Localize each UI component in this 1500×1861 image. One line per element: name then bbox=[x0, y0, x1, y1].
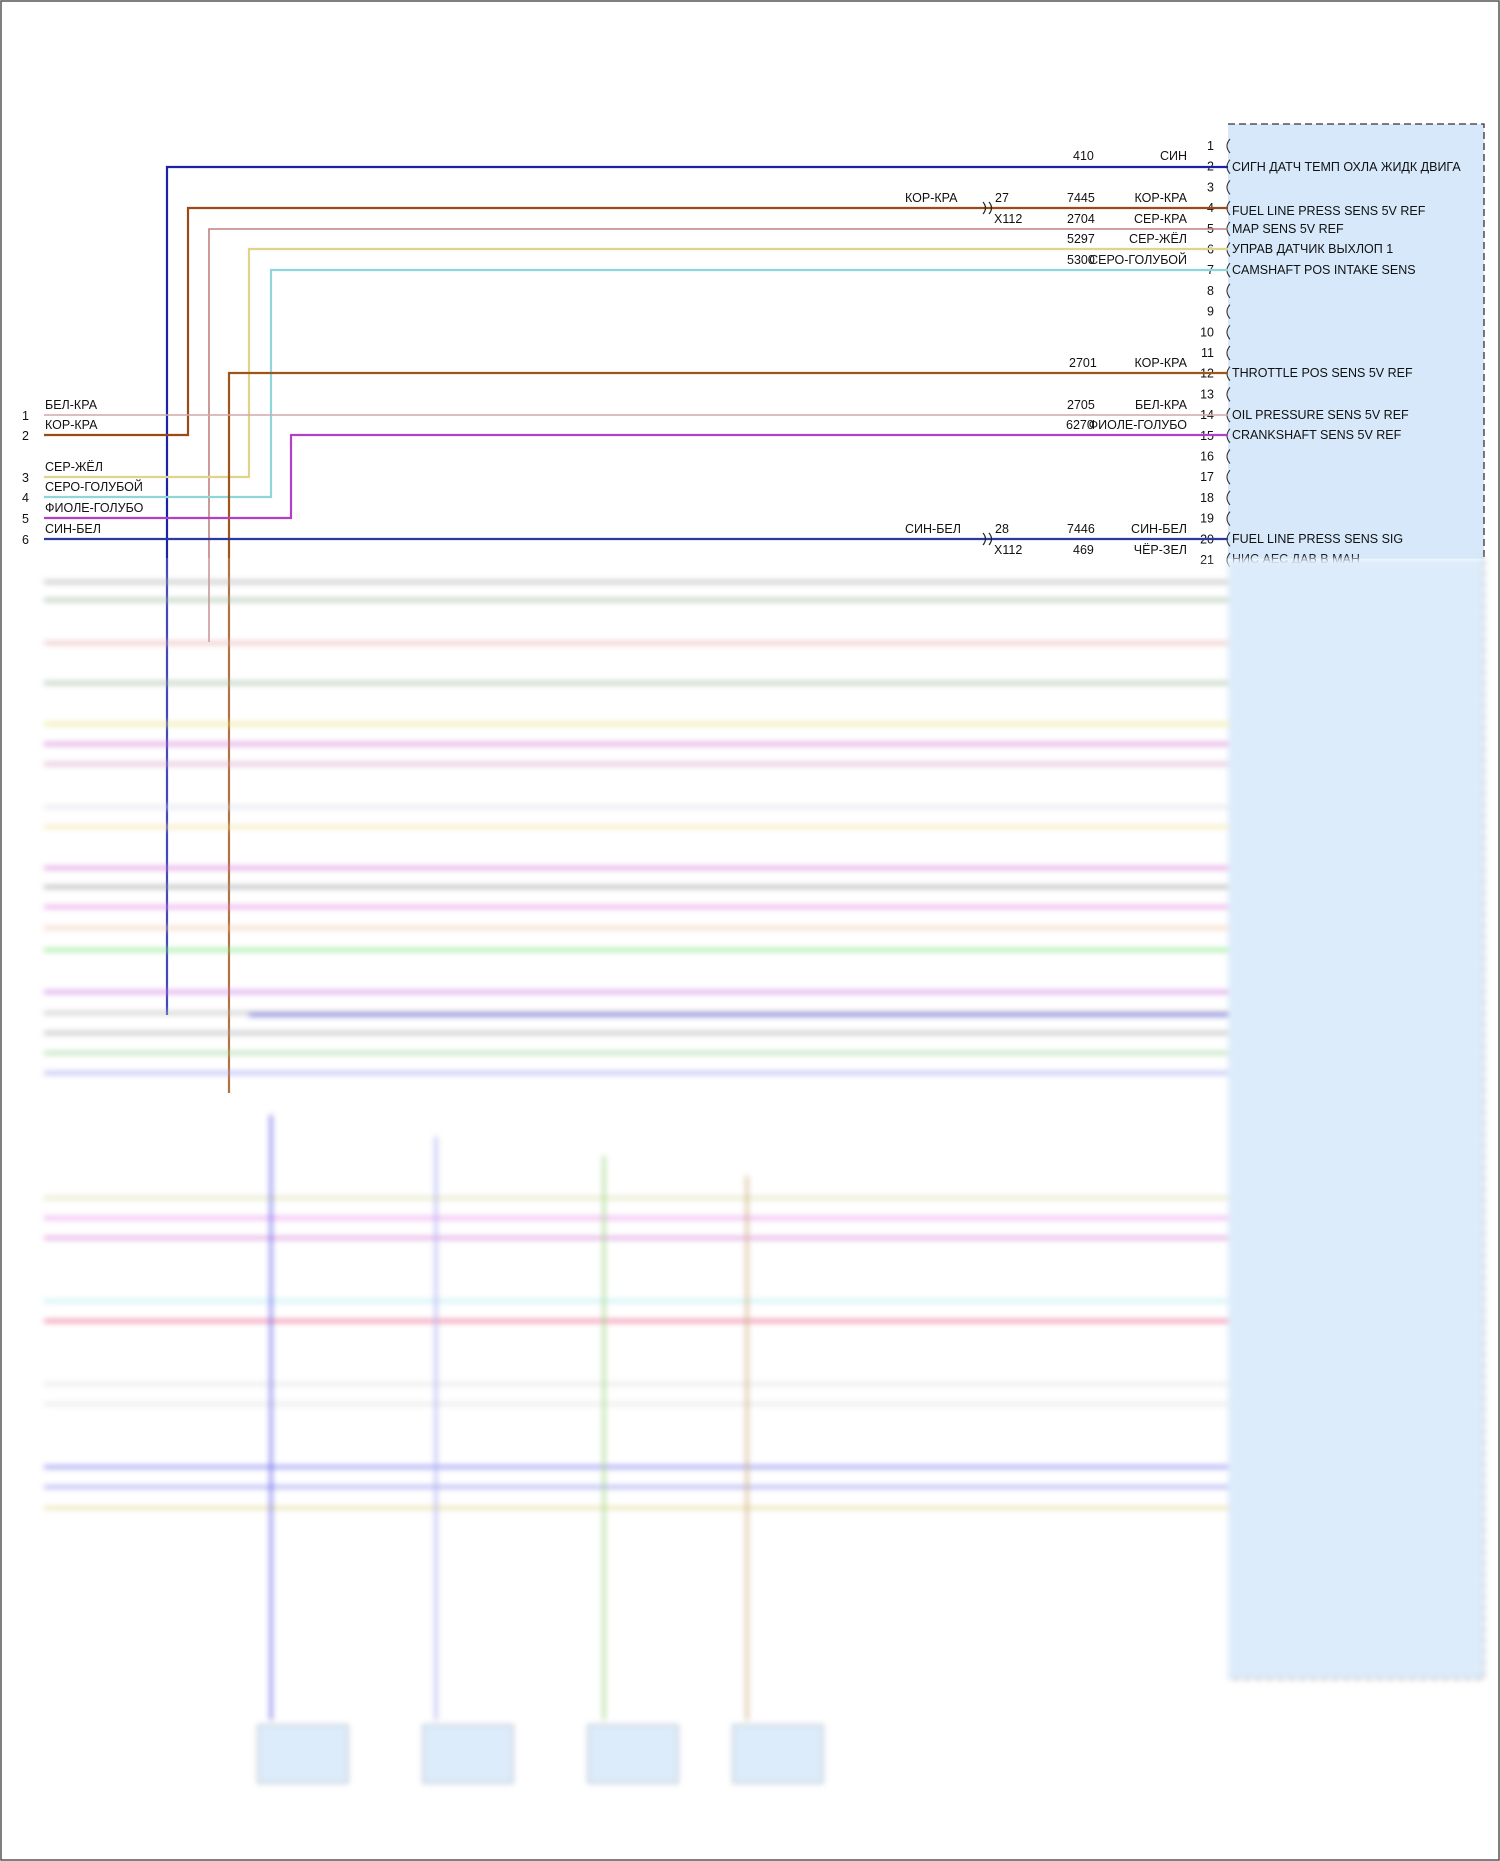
terminal-number: 5 bbox=[22, 512, 29, 526]
circuit-number: 2704 bbox=[1067, 212, 1095, 226]
wire-color: СЕРО-ГОЛУБОЙ bbox=[1089, 252, 1187, 267]
terminal-label: СЕР-ЖЁЛ bbox=[45, 460, 103, 474]
terminal-label: СИН-БЕЛ bbox=[45, 522, 101, 536]
inline-connector-label: X112 bbox=[994, 212, 1022, 226]
pin-number: 17 bbox=[1200, 470, 1214, 484]
circuit-number: 7446 bbox=[1067, 522, 1095, 536]
circuit-number: 6270 bbox=[1066, 418, 1094, 432]
terminal-label: СЕРО-ГОЛУБОЙ bbox=[45, 479, 143, 494]
pin-tick bbox=[1226, 469, 1231, 485]
circuit-number: 2705 bbox=[1067, 398, 1095, 412]
sensor-connector-box bbox=[587, 1724, 679, 1784]
wire-pin-4 bbox=[44, 206, 1228, 437]
module-box-border bbox=[1228, 123, 1485, 559]
blurred-wires bbox=[44, 580, 1228, 1720]
terminal-number: 1 bbox=[22, 409, 29, 423]
pin-number: 10 bbox=[1200, 325, 1214, 339]
module-box-lower bbox=[1228, 559, 1484, 1679]
wire-color: СЕР-ЖЁЛ bbox=[1129, 232, 1187, 246]
wire-color: СИН bbox=[1160, 149, 1187, 163]
pin-number: 1 bbox=[1207, 139, 1214, 153]
wire-color: ЧЁР-ЗЕЛ bbox=[1134, 543, 1187, 557]
wire-pin-5 bbox=[208, 228, 1228, 642]
fade-veil bbox=[2, 558, 1498, 1858]
wire-pin-12 bbox=[227, 371, 1228, 1093]
terminal-label: БЕЛ-КРА bbox=[45, 398, 98, 412]
sensor-connector-box bbox=[257, 1724, 349, 1784]
module-label: CAMSHAFT POS INTAKE SENS bbox=[1232, 263, 1416, 277]
sensor-connector-box bbox=[422, 1724, 514, 1784]
inline-pin: 27 bbox=[995, 191, 1009, 205]
circuit-number: 5297 bbox=[1067, 232, 1095, 246]
module-box bbox=[1228, 124, 1484, 559]
pin-tick bbox=[1226, 511, 1231, 526]
terminal-label: КОР-КРА bbox=[45, 418, 98, 432]
module-box-lower-border bbox=[1228, 559, 1485, 1680]
inline-connector-x112 bbox=[982, 201, 993, 546]
terminal-number: 6 bbox=[22, 533, 29, 547]
inline-wire-color: СИН-БЕЛ bbox=[905, 522, 961, 536]
wire-color: КОР-КРА bbox=[1135, 191, 1188, 205]
wire-color: БЕЛ-КРА bbox=[1135, 398, 1188, 412]
inline-wire-color: КОР-КРА bbox=[905, 191, 958, 205]
pin-tick bbox=[1226, 490, 1231, 506]
pin-tick bbox=[1226, 345, 1231, 361]
wire-pin-2 bbox=[165, 165, 1228, 1015]
pin-tick bbox=[1226, 449, 1231, 464]
wire-pin-15 bbox=[44, 433, 1228, 520]
wire-color: КОР-КРА bbox=[1135, 356, 1188, 370]
module-label: CRANKSHAFT SENS 5V REF bbox=[1232, 428, 1402, 442]
pin-number: 18 bbox=[1200, 491, 1214, 505]
pin-number: 19 bbox=[1200, 512, 1214, 526]
wire-pin-7 bbox=[44, 268, 1228, 499]
pin-number: 21 bbox=[1200, 553, 1214, 567]
terminal-number: 4 bbox=[22, 491, 29, 505]
sensor-connector-box bbox=[732, 1724, 824, 1784]
module-label: FUEL LINE PRESS SENS SIG bbox=[1232, 532, 1403, 546]
wire-pin-6 bbox=[44, 247, 1228, 479]
terminal-number: 3 bbox=[22, 471, 29, 485]
pin-tick bbox=[1226, 138, 1231, 154]
wire-color: СЕР-КРА bbox=[1134, 212, 1188, 226]
pin-number: 8 bbox=[1207, 284, 1214, 298]
inline-pin: 28 bbox=[995, 522, 1009, 536]
circuit-number: 2701 bbox=[1069, 356, 1097, 370]
pin-tick bbox=[1226, 180, 1231, 195]
left-terminals: 1 БЕЛ-КРА 2 КОР-КРА 3 СЕР-ЖЁЛ 4 СЕРО-ГОЛ… bbox=[22, 398, 144, 547]
pin-number: 16 bbox=[1200, 450, 1214, 464]
wires bbox=[44, 165, 1228, 1093]
wire-labels: 410 СИН КОР-КРА 27 7445 КОР-КРА X112 270… bbox=[905, 149, 1188, 557]
pin-tick bbox=[1226, 387, 1231, 402]
module-label: THROTTLE POS SENS 5V REF bbox=[1232, 366, 1413, 380]
blurred-lower-section bbox=[44, 559, 1485, 1784]
pin-number: 9 bbox=[1207, 305, 1214, 319]
wire-color: ФИОЛЕ-ГОЛУБО bbox=[1089, 418, 1188, 432]
module-label: FUEL LINE PRESS SENS 5V REF bbox=[1232, 204, 1426, 218]
pin-tick bbox=[1226, 304, 1231, 319]
module-label: СИГН ДАТЧ ТЕМП ОХЛА ЖИДК ДВИГА bbox=[1232, 160, 1461, 174]
sensor-connectors bbox=[257, 1724, 824, 1784]
pin-tick bbox=[1226, 324, 1231, 340]
circuit-number: 469 bbox=[1073, 543, 1094, 557]
wire-color: СИН-БЕЛ bbox=[1131, 522, 1187, 536]
inline-connector-label: X112 bbox=[994, 543, 1022, 557]
terminal-label: ФИОЛЕ-ГОЛУБО bbox=[45, 501, 144, 515]
pin-tick bbox=[1226, 283, 1231, 299]
pin-number: 3 bbox=[1207, 180, 1214, 194]
pin-number: 11 bbox=[1201, 346, 1214, 360]
module-label: MAP SENS 5V REF bbox=[1232, 222, 1344, 236]
module-label: УПРАВ ДАТЧИК ВЫХЛОП 1 bbox=[1232, 242, 1393, 256]
pin-number: 13 bbox=[1200, 387, 1214, 401]
terminal-number: 2 bbox=[22, 429, 29, 443]
module-label: OIL PRESSURE SENS 5V REF bbox=[1232, 408, 1409, 422]
circuit-number: 5300 bbox=[1067, 253, 1095, 267]
circuit-number: 7445 bbox=[1067, 191, 1095, 205]
circuit-number: 410 bbox=[1073, 149, 1094, 163]
